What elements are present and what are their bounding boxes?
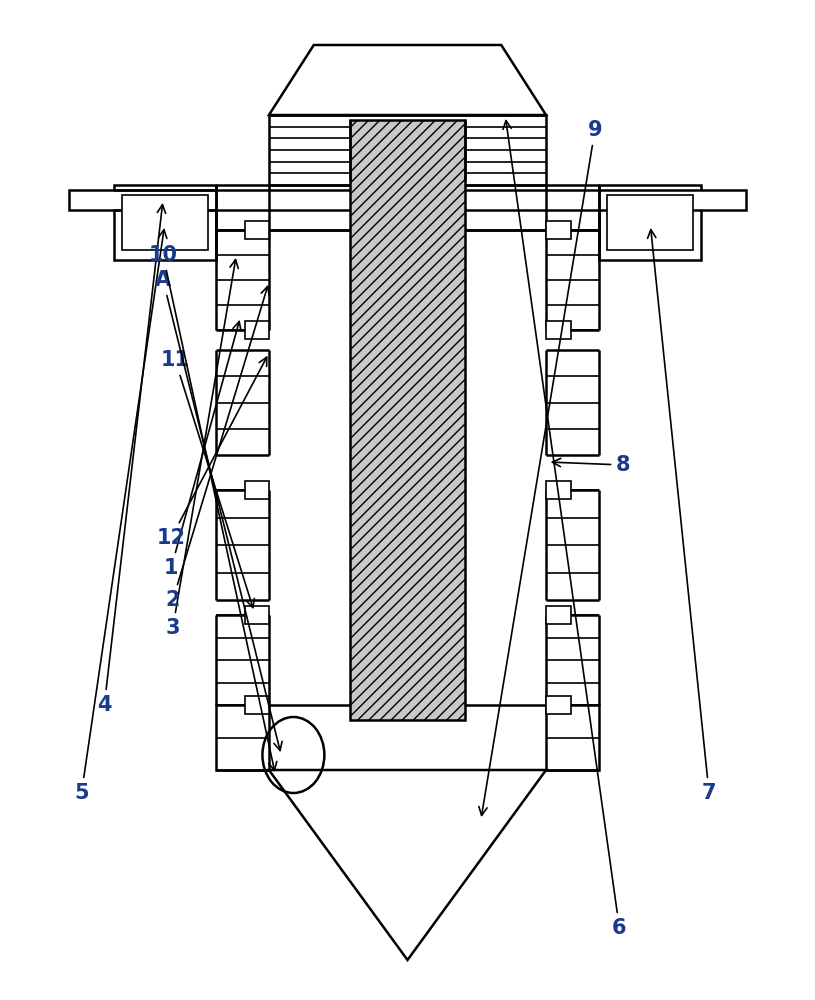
Bar [122, 195, 208, 250]
Text: 8: 8 [553, 455, 631, 475]
Bar [546, 606, 570, 624]
Bar [69, 190, 746, 210]
Text: 12: 12 [156, 357, 267, 548]
Text: 6: 6 [503, 121, 627, 938]
Bar [546, 481, 570, 499]
Bar [607, 195, 693, 250]
Bar [244, 221, 269, 239]
Bar [269, 115, 546, 185]
Bar [599, 185, 701, 260]
Text: A: A [155, 270, 282, 750]
Text: 10: 10 [148, 245, 277, 770]
Polygon shape [269, 770, 546, 960]
Bar [216, 705, 599, 770]
Bar [244, 606, 269, 624]
Bar [244, 696, 269, 714]
Bar [546, 221, 570, 239]
Text: 3: 3 [165, 260, 238, 638]
Text: 11: 11 [161, 350, 254, 608]
Bar [546, 321, 570, 339]
Text: 4: 4 [97, 205, 165, 715]
Bar [244, 321, 269, 339]
Bar [546, 696, 570, 714]
Text: 1: 1 [164, 321, 241, 578]
Bar [114, 185, 216, 260]
Text: 2: 2 [165, 286, 269, 610]
Polygon shape [269, 45, 546, 115]
Bar [244, 481, 269, 499]
Polygon shape [350, 120, 465, 720]
Text: 5: 5 [74, 230, 167, 803]
Text: 7: 7 [648, 230, 716, 803]
Text: 9: 9 [479, 120, 602, 815]
